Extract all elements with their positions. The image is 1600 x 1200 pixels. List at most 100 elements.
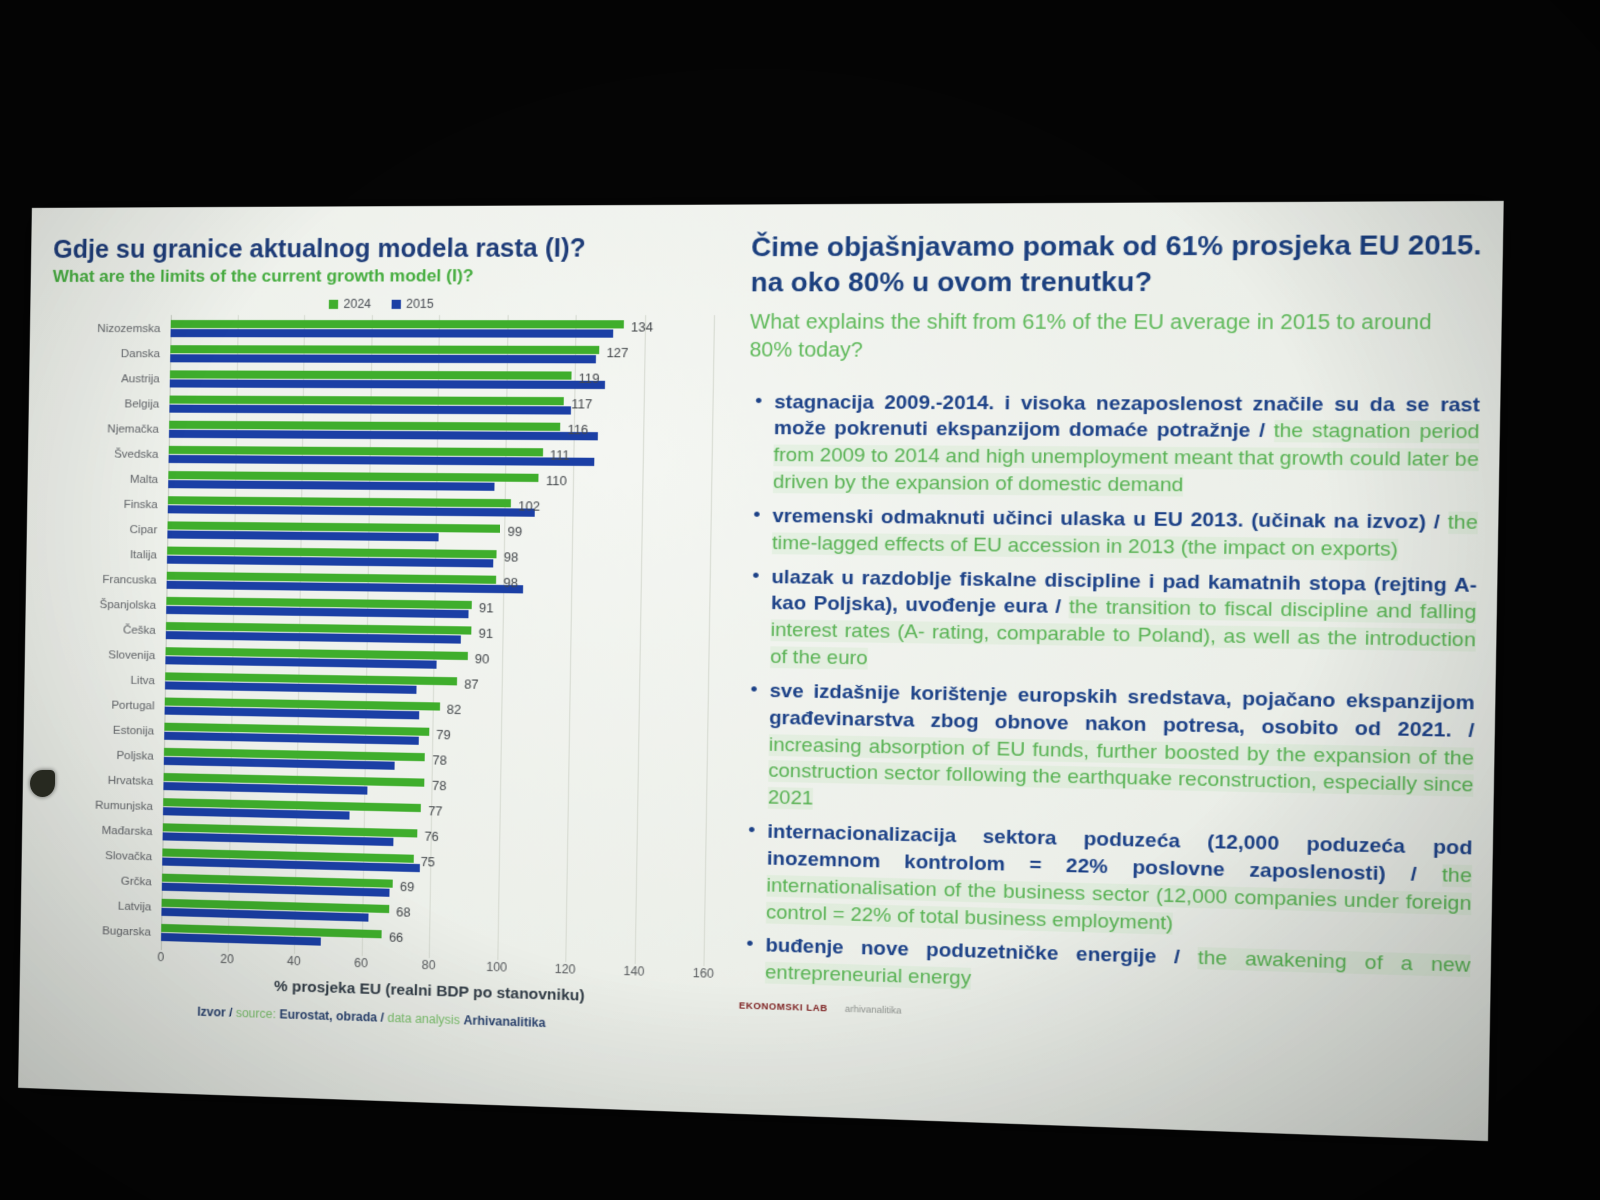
question-title-hr: Čime objašnjavamo pomak od 61% prosjeka … (750, 228, 1482, 298)
value-label: 87 (464, 677, 479, 692)
x-tick-label: 120 (554, 961, 576, 977)
value-label: 68 (395, 905, 411, 920)
bar-2015 (170, 329, 614, 338)
bar-2015 (169, 404, 571, 415)
value-label: 91 (478, 601, 494, 616)
country-label: Belgija (124, 398, 160, 411)
bar-2024 (169, 395, 565, 406)
x-tick-label: 20 (220, 951, 234, 967)
bar-2015 (169, 379, 606, 390)
chart-row: Danska 127 (121, 342, 713, 369)
country-label: Danska (120, 348, 161, 361)
legend-swatch-2024 (329, 299, 339, 309)
value-label: 98 (503, 550, 519, 565)
country-label: Rumunjska (94, 799, 154, 813)
value-label: 127 (606, 345, 629, 361)
chart-row: Nizozemska 134 (97, 317, 714, 343)
source-text: Izvor / (197, 1004, 236, 1020)
slide-subtitle-en: What are the limits of the current growt… (52, 266, 474, 286)
x-tick-label: 80 (421, 957, 436, 973)
country-label: Malta (129, 473, 159, 487)
country-label: Hrvatska (107, 774, 154, 788)
bullet-item: • internacionalizacija sektora poduzeća (… (740, 819, 1473, 946)
bullet-marker-icon: • (752, 564, 760, 587)
bar-2024 (170, 345, 600, 355)
slide-title-hr: Gdje su granice aktualnog modela rasta (… (52, 234, 586, 264)
value-label: 134 (630, 320, 654, 335)
country-label: Njemačka (107, 423, 160, 436)
bullet-item: • sve izdašnije korištenje europskih sred… (742, 678, 1475, 828)
country-label: Grčka (120, 875, 152, 889)
value-label: 78 (432, 753, 447, 768)
country-label: Cipar (129, 524, 158, 537)
bullet-text-hr: sve izdašnije korištenje europskih sreds… (769, 680, 1476, 743)
x-tick-label: 160 (692, 965, 715, 981)
country-label: Španjolska (99, 598, 157, 612)
value-label: 77 (428, 804, 443, 819)
bullet-text-hr: internacionalizacija sektora poduzeća (1… (766, 821, 1473, 886)
country-label: Latvija (117, 900, 152, 914)
country-label: Slovačka (105, 850, 153, 864)
legend-label-2024: 2024 (343, 296, 372, 311)
country-label: Italija (129, 549, 158, 562)
country-label: Austrija (120, 373, 160, 386)
foreground-object-artifact (30, 770, 55, 797)
arhivanalitika-logo: arhivanalitika (844, 1003, 902, 1016)
value-label: 76 (424, 829, 439, 845)
footer-logos: EKONOMSKI LAB arhivanalitika (739, 1000, 1470, 1033)
slide-content: Gdje su granice aktualnog modela rasta (… (18, 201, 1504, 1141)
value-label: 102 (518, 499, 541, 514)
legend-item-2015: 2015 (391, 296, 434, 311)
bar-2015 (168, 454, 594, 467)
bar-2015 (168, 429, 598, 441)
value-label: 119 (578, 371, 600, 386)
legend-label-2015: 2015 (405, 296, 434, 311)
projected-slide: Gdje su granice aktualnog modela rasta (… (18, 200, 1504, 1142)
value-label: 82 (446, 702, 462, 718)
chart-row: Švedska 111 (114, 443, 711, 472)
chart-plot: Nizozemska 134 Danska 127 Austrija 119 Belgija… (95, 314, 716, 967)
x-tick-label: 100 (486, 959, 508, 975)
bar-2024 (170, 320, 624, 329)
source-text: data analysis (387, 1010, 464, 1028)
x-tick-label: 60 (354, 955, 369, 971)
bar-2015 (168, 480, 495, 491)
country-label: Nizozemska (97, 323, 161, 336)
chart-row: Austrija 119 (121, 367, 713, 394)
x-tick-label: 40 (286, 953, 301, 969)
bullet-item: • buđenje nove poduzetničke energije / th… (739, 932, 1471, 1008)
bullet-marker-icon: • (754, 390, 763, 412)
value-label: 110 (545, 473, 567, 489)
bullet-text-hr: vremenski odmaknuti učinci ulaska u EU 2… (772, 505, 1441, 534)
question-subtitle-en: What explains the shift from 61% of the … (749, 310, 1432, 362)
chart-panel: Gdje su granice aktualnog modela rasta (… (40, 229, 721, 1096)
country-label: Švedska (113, 448, 159, 461)
value-label: 66 (388, 930, 404, 946)
value-label: 75 (420, 854, 436, 870)
legend-item-2024: 2024 (329, 297, 371, 311)
chart-legend: 2024 2015 (52, 297, 720, 311)
country-label: Estonija (112, 724, 155, 738)
source-text: Arhivanalitika (463, 1013, 546, 1031)
chart-row: Belgija 117 (124, 393, 712, 421)
country-label: Češka (122, 624, 156, 637)
bullet-marker-icon: • (750, 678, 758, 701)
bullet-marker-icon: • (748, 819, 756, 842)
value-label: 78 (431, 778, 447, 794)
bullet-list: • stagnacija 2009.-2014. i visoka nezapos… (739, 389, 1480, 1008)
value-label: 111 (549, 448, 570, 463)
bar-chart: Nizozemska 134 Danska 127 Austrija 119 Belgija… (41, 314, 720, 1035)
bullet-item: • ulazak u razdoblje fiskalne discipline … (744, 564, 1477, 683)
bar-2015 (170, 354, 596, 364)
bar-2024 (169, 370, 572, 380)
value-label: 91 (478, 626, 494, 642)
ekonomski-lab-logo: EKONOMSKI LAB (738, 1000, 828, 1014)
country-label: Mađarska (101, 824, 153, 839)
value-label: 116 (567, 422, 589, 438)
country-label: Portugal (111, 699, 155, 713)
value-label: 69 (399, 879, 415, 895)
legend-swatch-2015 (391, 299, 402, 309)
country-label: Francuska (102, 573, 157, 587)
country-label: Slovenija (108, 649, 156, 663)
